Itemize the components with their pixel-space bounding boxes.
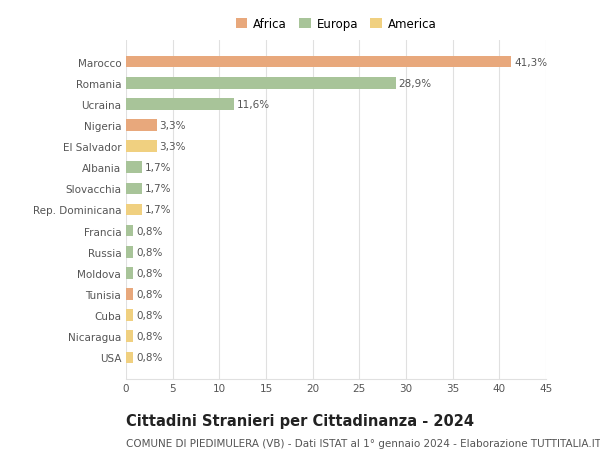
Text: 41,3%: 41,3% (514, 57, 547, 67)
Text: 0,8%: 0,8% (136, 289, 163, 299)
Text: 0,8%: 0,8% (136, 247, 163, 257)
Text: Cittadini Stranieri per Cittadinanza - 2024: Cittadini Stranieri per Cittadinanza - 2… (126, 413, 474, 428)
Text: 1,7%: 1,7% (145, 205, 171, 215)
Bar (126, 99, 234, 111)
Text: 28,9%: 28,9% (398, 78, 431, 89)
Text: 3,3%: 3,3% (160, 142, 186, 152)
Bar (126, 141, 157, 152)
Bar (126, 183, 142, 195)
Text: 0,8%: 0,8% (136, 331, 163, 341)
Text: 0,8%: 0,8% (136, 268, 163, 278)
Bar (126, 162, 142, 174)
Bar (126, 120, 157, 131)
Bar (126, 246, 133, 258)
Text: 1,7%: 1,7% (145, 163, 171, 173)
Bar (126, 268, 133, 279)
Bar (126, 225, 133, 237)
Text: 1,7%: 1,7% (145, 184, 171, 194)
Text: 3,3%: 3,3% (160, 121, 186, 131)
Bar (126, 352, 133, 364)
Bar (126, 204, 142, 216)
Bar (126, 78, 396, 90)
Legend: Africa, Europa, America: Africa, Europa, America (231, 13, 441, 36)
Bar (126, 309, 133, 321)
Text: 0,8%: 0,8% (136, 226, 163, 236)
Text: 0,8%: 0,8% (136, 353, 163, 363)
Text: 0,8%: 0,8% (136, 310, 163, 320)
Bar (126, 289, 133, 300)
Bar (126, 56, 511, 68)
Text: 11,6%: 11,6% (237, 100, 270, 110)
Text: COMUNE DI PIEDIMULERA (VB) - Dati ISTAT al 1° gennaio 2024 - Elaborazione TUTTIT: COMUNE DI PIEDIMULERA (VB) - Dati ISTAT … (126, 438, 600, 448)
Bar (126, 330, 133, 342)
